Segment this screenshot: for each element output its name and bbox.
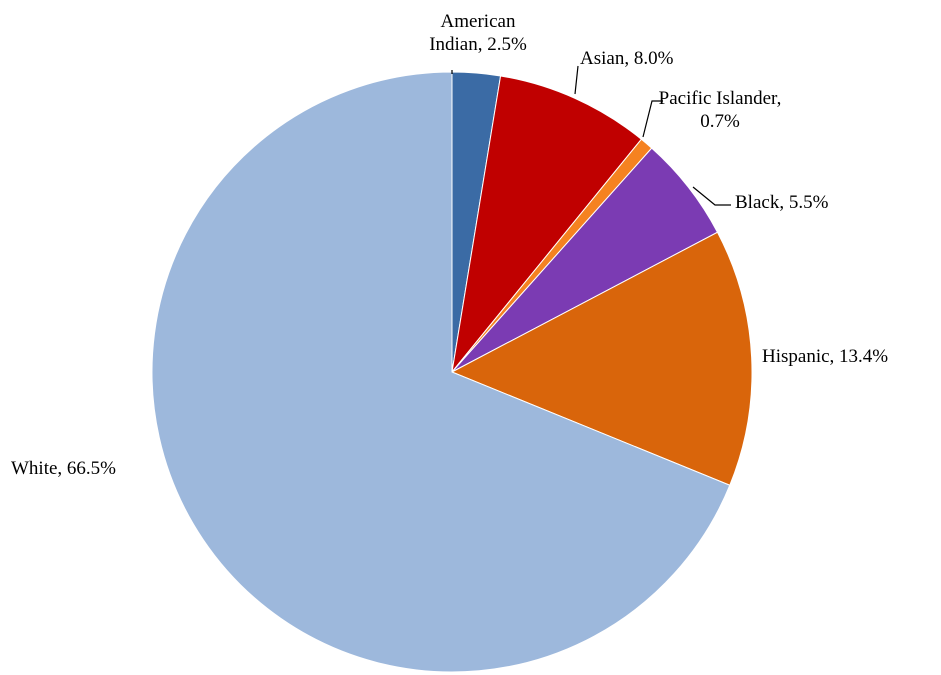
leader-line-black (692, 186, 731, 206)
pie-slice-hispanic (450, 231, 753, 486)
data-label-asian: Asian, 8.0% (580, 48, 674, 69)
data-label-american-indian: American Indian, 2.5% (429, 11, 527, 55)
data-label-hispanic: Hispanic, 13.4% (762, 346, 888, 367)
data-label-pacific-islander: Pacific Islander, 0.7% (659, 88, 782, 132)
pie-slice-white (151, 71, 731, 673)
data-labels: American Indian, 2.5% Asian, 8.0% Pacific I… (11, 11, 888, 479)
pie-slices (151, 71, 753, 673)
pie-slice-asian (451, 75, 643, 374)
label-leader-lines (451, 65, 731, 206)
leader-line-asian (574, 65, 579, 95)
data-label-black: Black, 5.5% (735, 192, 829, 213)
data-label-white: White, 66.5% (11, 458, 116, 479)
leader-line-pacific-islander (642, 100, 663, 138)
